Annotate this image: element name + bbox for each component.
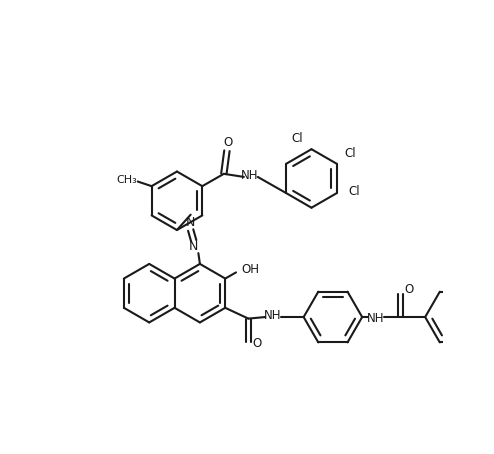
Text: O: O [223,136,232,149]
Text: N: N [189,241,199,253]
Text: O: O [405,283,414,296]
Text: NH: NH [264,309,282,322]
Text: Cl: Cl [348,185,360,198]
Text: O: O [252,337,261,350]
Text: NH: NH [367,312,385,325]
Text: Cl: Cl [292,132,303,145]
Text: Cl: Cl [345,147,357,159]
Text: NH: NH [241,169,259,182]
Text: CH₃: CH₃ [117,175,137,185]
Text: OH: OH [241,263,259,276]
Text: N: N [186,216,195,229]
